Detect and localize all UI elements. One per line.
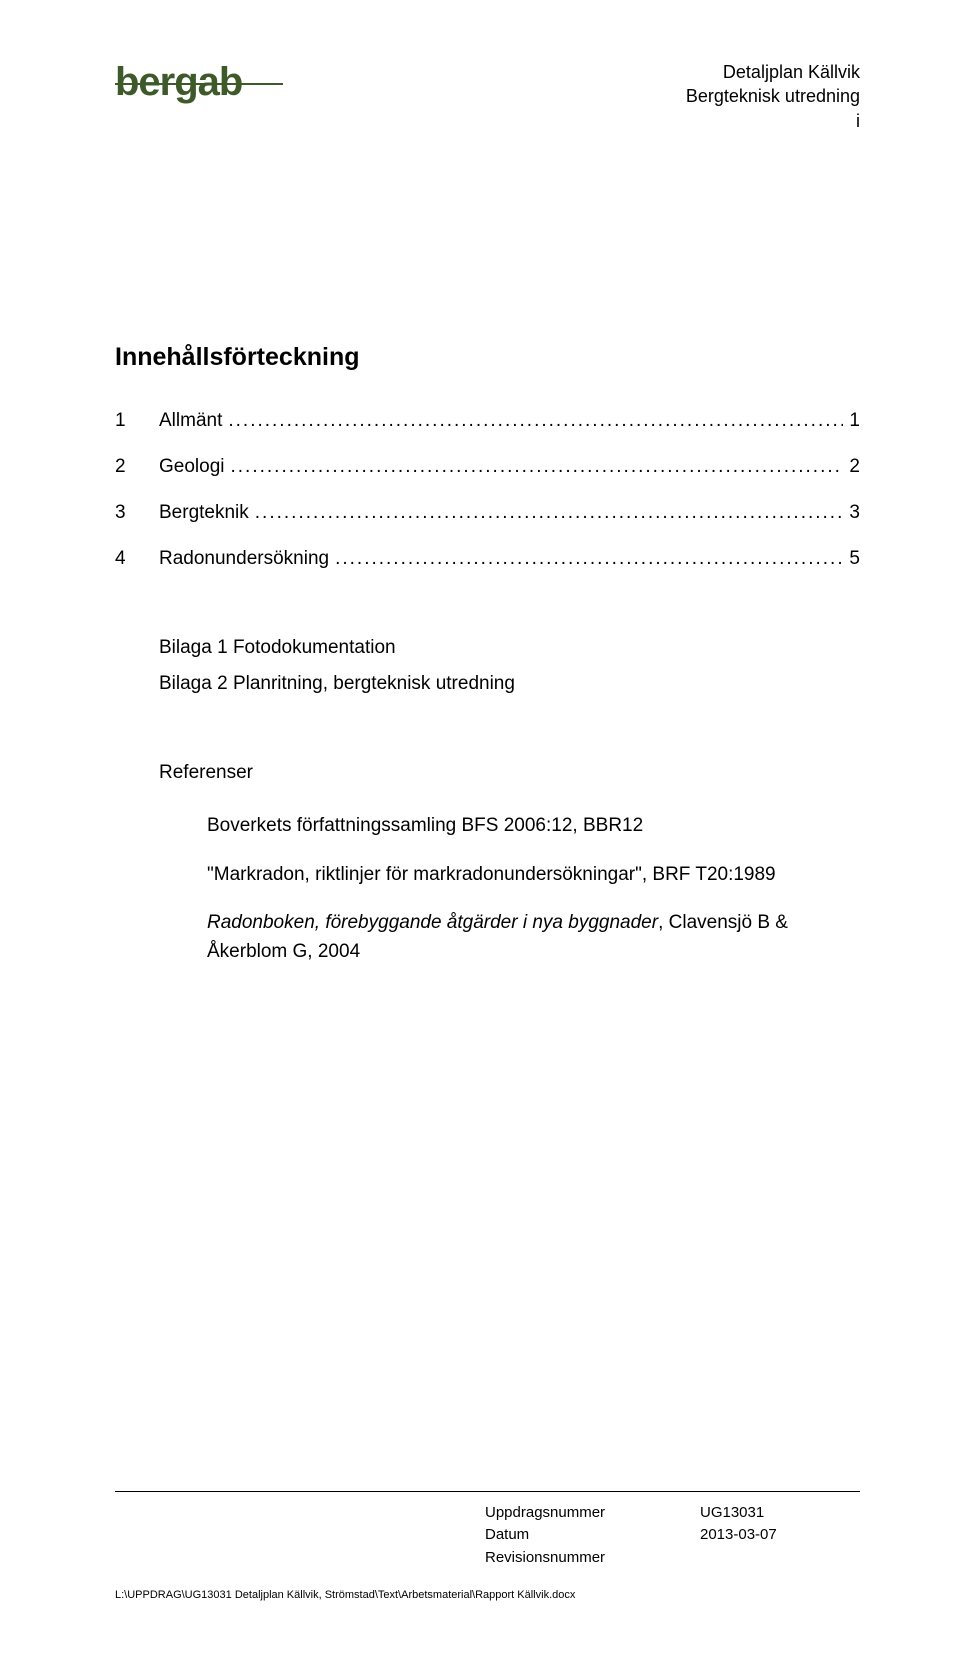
footer-filepath: L:\UPPDRAG\UG13031 Detaljplan Källvik, S… bbox=[115, 1589, 860, 1601]
toc-label: Geologi bbox=[159, 456, 225, 478]
toc-dots: ........................................… bbox=[228, 410, 843, 432]
toc-page: 1 bbox=[849, 410, 860, 432]
header-right: Detaljplan Källvik Bergteknisk utredning… bbox=[686, 60, 860, 133]
toc-row: 4 Radonundersökning ....................… bbox=[115, 548, 860, 570]
toc-list: 1 Allmänt ..............................… bbox=[115, 410, 860, 570]
toc-page: 5 bbox=[849, 548, 860, 570]
header-page-marker: i bbox=[686, 109, 860, 133]
toc-num: 2 bbox=[115, 456, 159, 478]
footer-value-rev bbox=[700, 1547, 860, 1570]
reference-italic: Radonboken, förebyggande åtgärder i nya … bbox=[207, 912, 658, 933]
toc-title: Innehållsförteckning bbox=[115, 343, 860, 372]
footer-label-datum: Datum bbox=[485, 1524, 700, 1547]
toc-dots: ........................................… bbox=[231, 456, 844, 478]
toc-label: Allmänt bbox=[159, 410, 222, 432]
reference-item: Radonboken, förebyggande åtgärder i nya … bbox=[159, 909, 860, 966]
toc-page: 2 bbox=[849, 456, 860, 478]
attachments: Bilaga 1 Fotodokumentation Bilaga 2 Plan… bbox=[115, 630, 860, 702]
page-header: bergab Detaljplan Källvik Bergteknisk ut… bbox=[115, 60, 860, 133]
footer-values: UG13031 2013-03-07 bbox=[700, 1502, 860, 1570]
logo: bergab bbox=[115, 60, 295, 116]
footer-label-uppdrag: Uppdragsnummer bbox=[485, 1502, 700, 1525]
footer-grid: Uppdragsnummer Datum Revisionsnummer UG1… bbox=[115, 1502, 860, 1570]
toc-num: 1 bbox=[115, 410, 159, 432]
footer-value-datum: 2013-03-07 bbox=[700, 1524, 860, 1547]
reference-item: Boverkets författningssamling BFS 2006:1… bbox=[159, 812, 860, 841]
toc-row: 3 Bergteknik ...........................… bbox=[115, 502, 860, 524]
header-doc-title: Detaljplan Källvik bbox=[686, 60, 860, 84]
references-title: Referenser bbox=[159, 762, 860, 784]
footer-rule bbox=[115, 1491, 860, 1492]
toc-dots: ........................................… bbox=[255, 502, 844, 524]
footer-left-spacer bbox=[115, 1502, 485, 1570]
toc-row: 1 Allmänt ..............................… bbox=[115, 410, 860, 432]
reference-item: "Markradon, riktlinjer för markradonunde… bbox=[159, 861, 860, 890]
footer-value-uppdrag: UG13031 bbox=[700, 1502, 860, 1525]
attachment-line: Bilaga 2 Planritning, bergteknisk utredn… bbox=[159, 666, 860, 702]
page-footer: Uppdragsnummer Datum Revisionsnummer UG1… bbox=[115, 1491, 860, 1602]
references: Referenser Boverkets författningssamling… bbox=[115, 762, 860, 966]
page: bergab Detaljplan Källvik Bergteknisk ut… bbox=[0, 0, 960, 1659]
header-doc-subtitle: Bergteknisk utredning bbox=[686, 84, 860, 108]
logo-text: bergab bbox=[115, 60, 242, 105]
toc: Innehållsförteckning 1 Allmänt .........… bbox=[115, 343, 860, 570]
toc-num: 3 bbox=[115, 502, 159, 524]
footer-label-rev: Revisionsnummer bbox=[485, 1547, 700, 1570]
toc-num: 4 bbox=[115, 548, 159, 570]
footer-labels: Uppdragsnummer Datum Revisionsnummer bbox=[485, 1502, 700, 1570]
toc-page: 3 bbox=[849, 502, 860, 524]
toc-label: Bergteknik bbox=[159, 502, 249, 524]
toc-row: 2 Geologi ..............................… bbox=[115, 456, 860, 478]
attachment-line: Bilaga 1 Fotodokumentation bbox=[159, 630, 860, 666]
toc-label: Radonundersökning bbox=[159, 548, 329, 570]
reference-quoted: "Markradon, riktlinjer för markradonunde… bbox=[207, 864, 642, 885]
toc-dots: ........................................… bbox=[335, 548, 843, 570]
reference-tail: , BRF T20:1989 bbox=[642, 864, 776, 885]
